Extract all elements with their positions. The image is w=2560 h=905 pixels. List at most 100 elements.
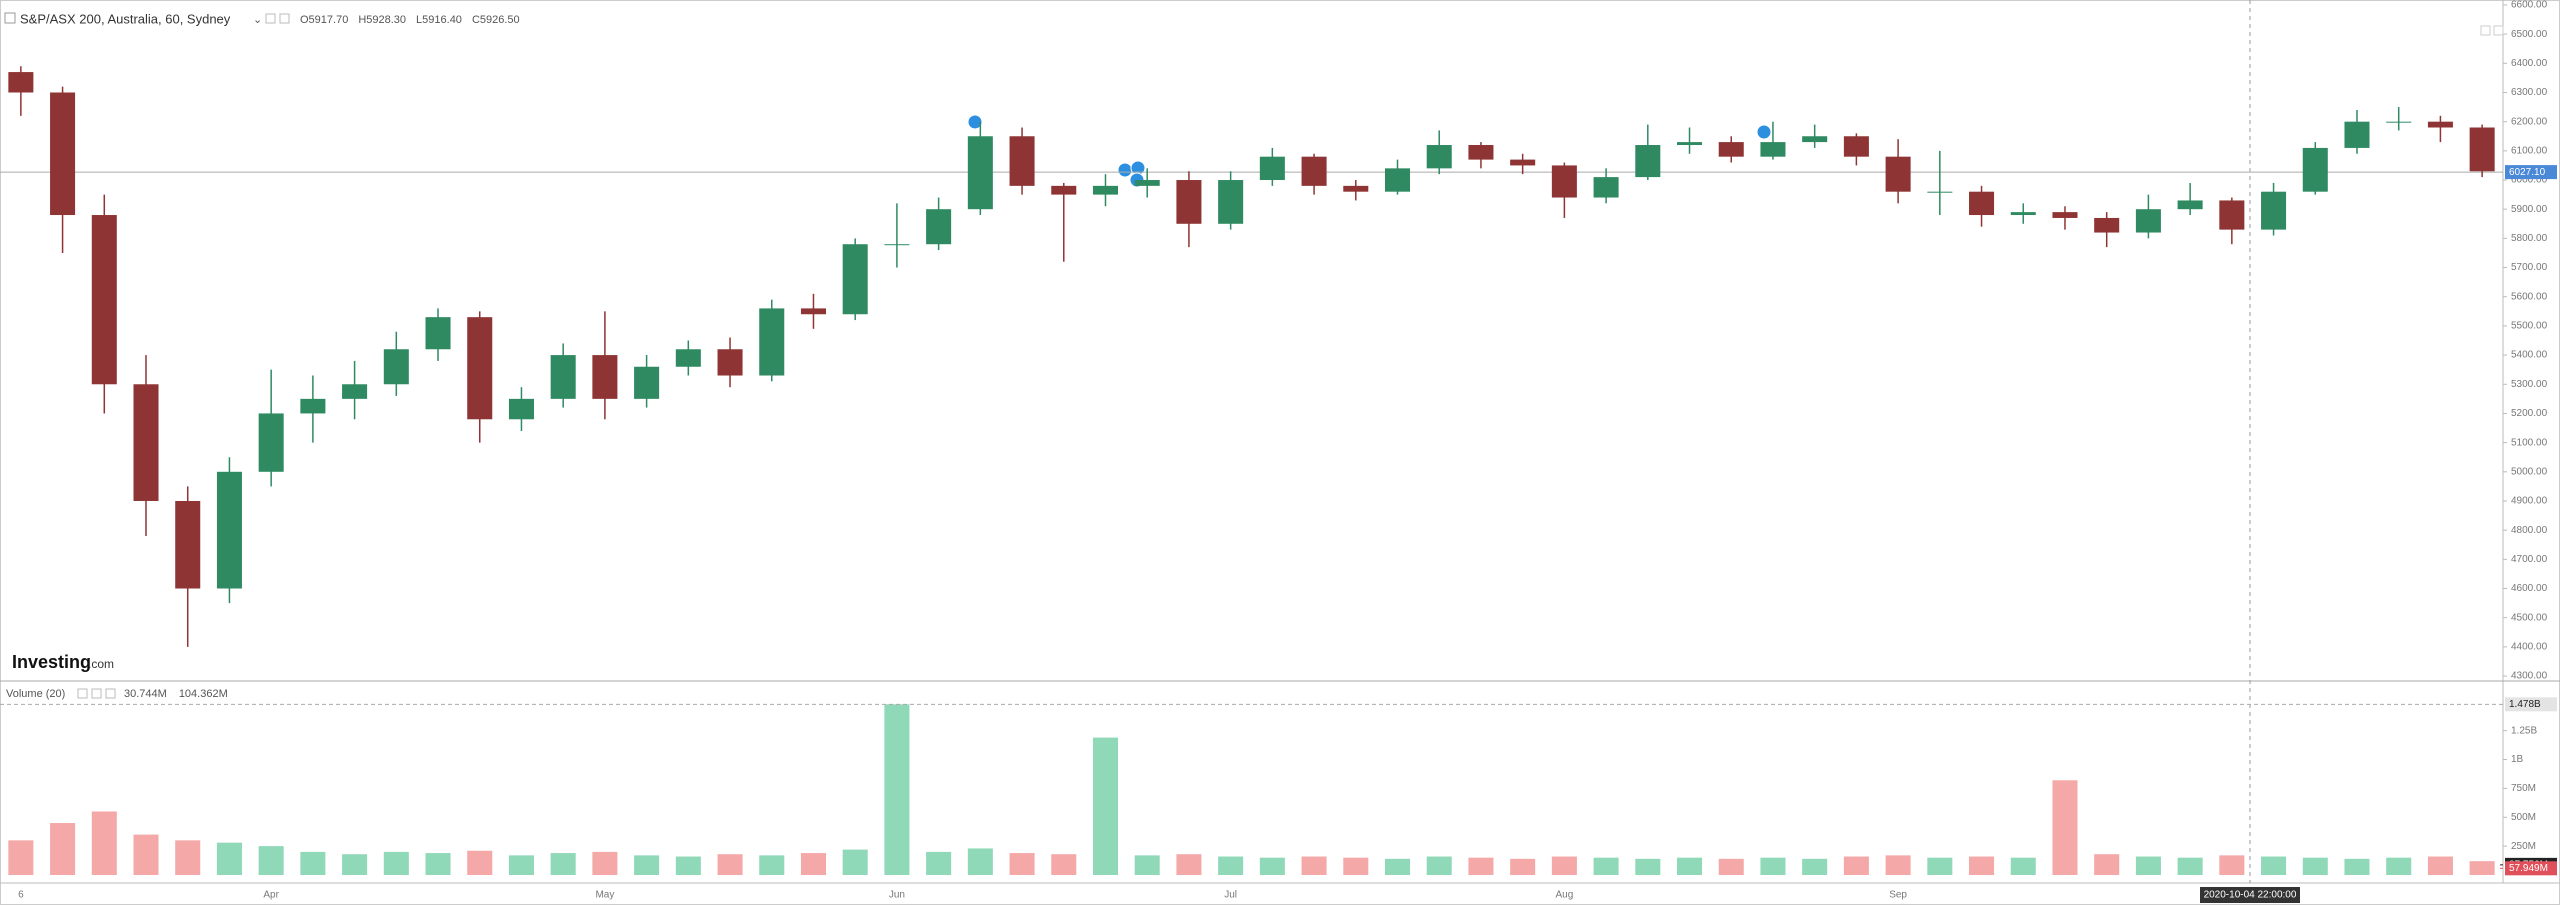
volume-bar: [300, 851, 326, 875]
y-tick-label: 6100.00: [2511, 145, 2548, 156]
volume-bar: [8, 840, 34, 875]
candle-body: [1301, 156, 1327, 186]
logo: Investing: [12, 652, 91, 672]
volume-title: Volume (20): [6, 688, 65, 700]
candle-body: [967, 136, 993, 210]
volume-marker-box: [2505, 861, 2557, 876]
candle-body: [2094, 217, 2120, 233]
volume-bar: [1635, 858, 1661, 875]
volume-bar: [1843, 856, 1869, 875]
candle-body: [1009, 136, 1035, 186]
volume-bar: [1802, 858, 1828, 875]
y-tick-label: 1B: [2511, 754, 2524, 765]
volume-icon[interactable]: [91, 688, 102, 699]
volume-bar: [2135, 856, 2161, 875]
collapse-icon[interactable]: [4, 12, 16, 24]
event-marker[interactable]: [1117, 162, 1133, 178]
volume-bar: [258, 846, 284, 875]
candle-body: [1218, 180, 1244, 224]
volume-bar: [800, 853, 826, 875]
volume-marker-box: [2505, 697, 2557, 712]
candle-body: [2219, 200, 2245, 230]
candle-body: [1468, 145, 1494, 160]
candle-body: [300, 398, 326, 414]
volume-bar: [175, 840, 201, 875]
candle-body: [2302, 147, 2328, 192]
candle-body: [1593, 177, 1619, 198]
candle-body: [1927, 191, 1953, 193]
volume-marker-label: 57.949M: [2509, 863, 2548, 874]
candle-body: [1176, 180, 1202, 224]
y-tick-label: 5400.00: [2511, 350, 2548, 361]
volume-bar: [1259, 857, 1285, 875]
x-tick-label: Jun: [889, 890, 905, 901]
y-tick-label: 4700.00: [2511, 554, 2548, 565]
candle-body: [800, 308, 826, 315]
volume-icon[interactable]: [77, 688, 88, 699]
pane-icon[interactable]: [2480, 25, 2491, 36]
volume-bar: [2177, 857, 2203, 875]
candle-body: [2052, 212, 2078, 218]
volume-bar: [1134, 855, 1160, 875]
volume-bar: [1092, 737, 1119, 875]
candle-body: [508, 398, 534, 420]
candle-body: [2427, 121, 2453, 128]
volume-bar: [425, 853, 451, 875]
pane-icon[interactable]: [2493, 25, 2504, 36]
settings-icon[interactable]: [265, 13, 276, 24]
volume-marker-label: 1.478B: [2509, 699, 2541, 710]
candle-body: [1677, 142, 1703, 146]
volume-bar: [592, 851, 618, 875]
last-price-box: [2505, 165, 2557, 180]
candle-body: [425, 317, 451, 350]
volume-bar: [1551, 856, 1577, 875]
candle-body: [91, 215, 117, 385]
candle-body: [2469, 127, 2495, 172]
crosshair-label: 2020-10-04 22:00:00: [2204, 890, 2297, 901]
volume-bar: [675, 856, 701, 875]
volume-bar: [91, 811, 117, 875]
volume-bar: [1885, 855, 1911, 875]
y-tick-label: 5200.00: [2511, 408, 2548, 419]
y-tick-label: 5500.00: [2511, 321, 2548, 332]
ohlc-value: O5917.70: [300, 14, 348, 26]
candle-body: [383, 349, 409, 385]
y-tick-label: 5900.00: [2511, 204, 2548, 215]
candle-body: [50, 92, 76, 216]
candle-body: [550, 355, 576, 399]
volume-bar: [2094, 854, 2120, 875]
candle-body: [8, 72, 34, 93]
volume-icon[interactable]: [105, 688, 116, 699]
event-marker[interactable]: [1756, 124, 1772, 140]
volume-bar: [383, 851, 409, 875]
x-tick-label: Jul: [1224, 890, 1237, 901]
volume-bar: [1301, 856, 1327, 875]
close-icon[interactable]: [279, 13, 290, 24]
last-price-label: 6027.10: [2509, 167, 2546, 178]
volume-bar: [2344, 858, 2370, 875]
y-tick-label: 750M: [2511, 783, 2536, 794]
y-tick-label: 6000.00: [2511, 175, 2548, 186]
candle-body: [1510, 159, 1536, 166]
candle-body: [2261, 191, 2287, 230]
dropdown-icon[interactable]: ⌄: [253, 14, 262, 26]
candle-body: [1343, 185, 1369, 192]
volume-bar: [1718, 858, 1744, 875]
volume-bar: [2052, 780, 2078, 875]
candle-body: [2177, 200, 2203, 210]
event-marker[interactable]: [967, 114, 983, 130]
volume-bar: [2261, 856, 2287, 875]
y-tick-label: 6600.00: [2511, 0, 2548, 11]
x-tick-label: Apr: [263, 890, 279, 901]
candle-body: [2386, 121, 2412, 123]
volume-bar: [133, 834, 159, 875]
chart-title: S&P/ASX 200, Australia, 60, Sydney: [20, 11, 231, 26]
y-tick-label: 1.25B: [2511, 725, 2537, 736]
y-tick-label: 250M: [2511, 841, 2536, 852]
ohlc-value: H5928.30: [358, 14, 406, 26]
volume-bar: [2469, 861, 2495, 875]
candle-body: [592, 355, 618, 399]
volume-bar: [2386, 857, 2412, 875]
